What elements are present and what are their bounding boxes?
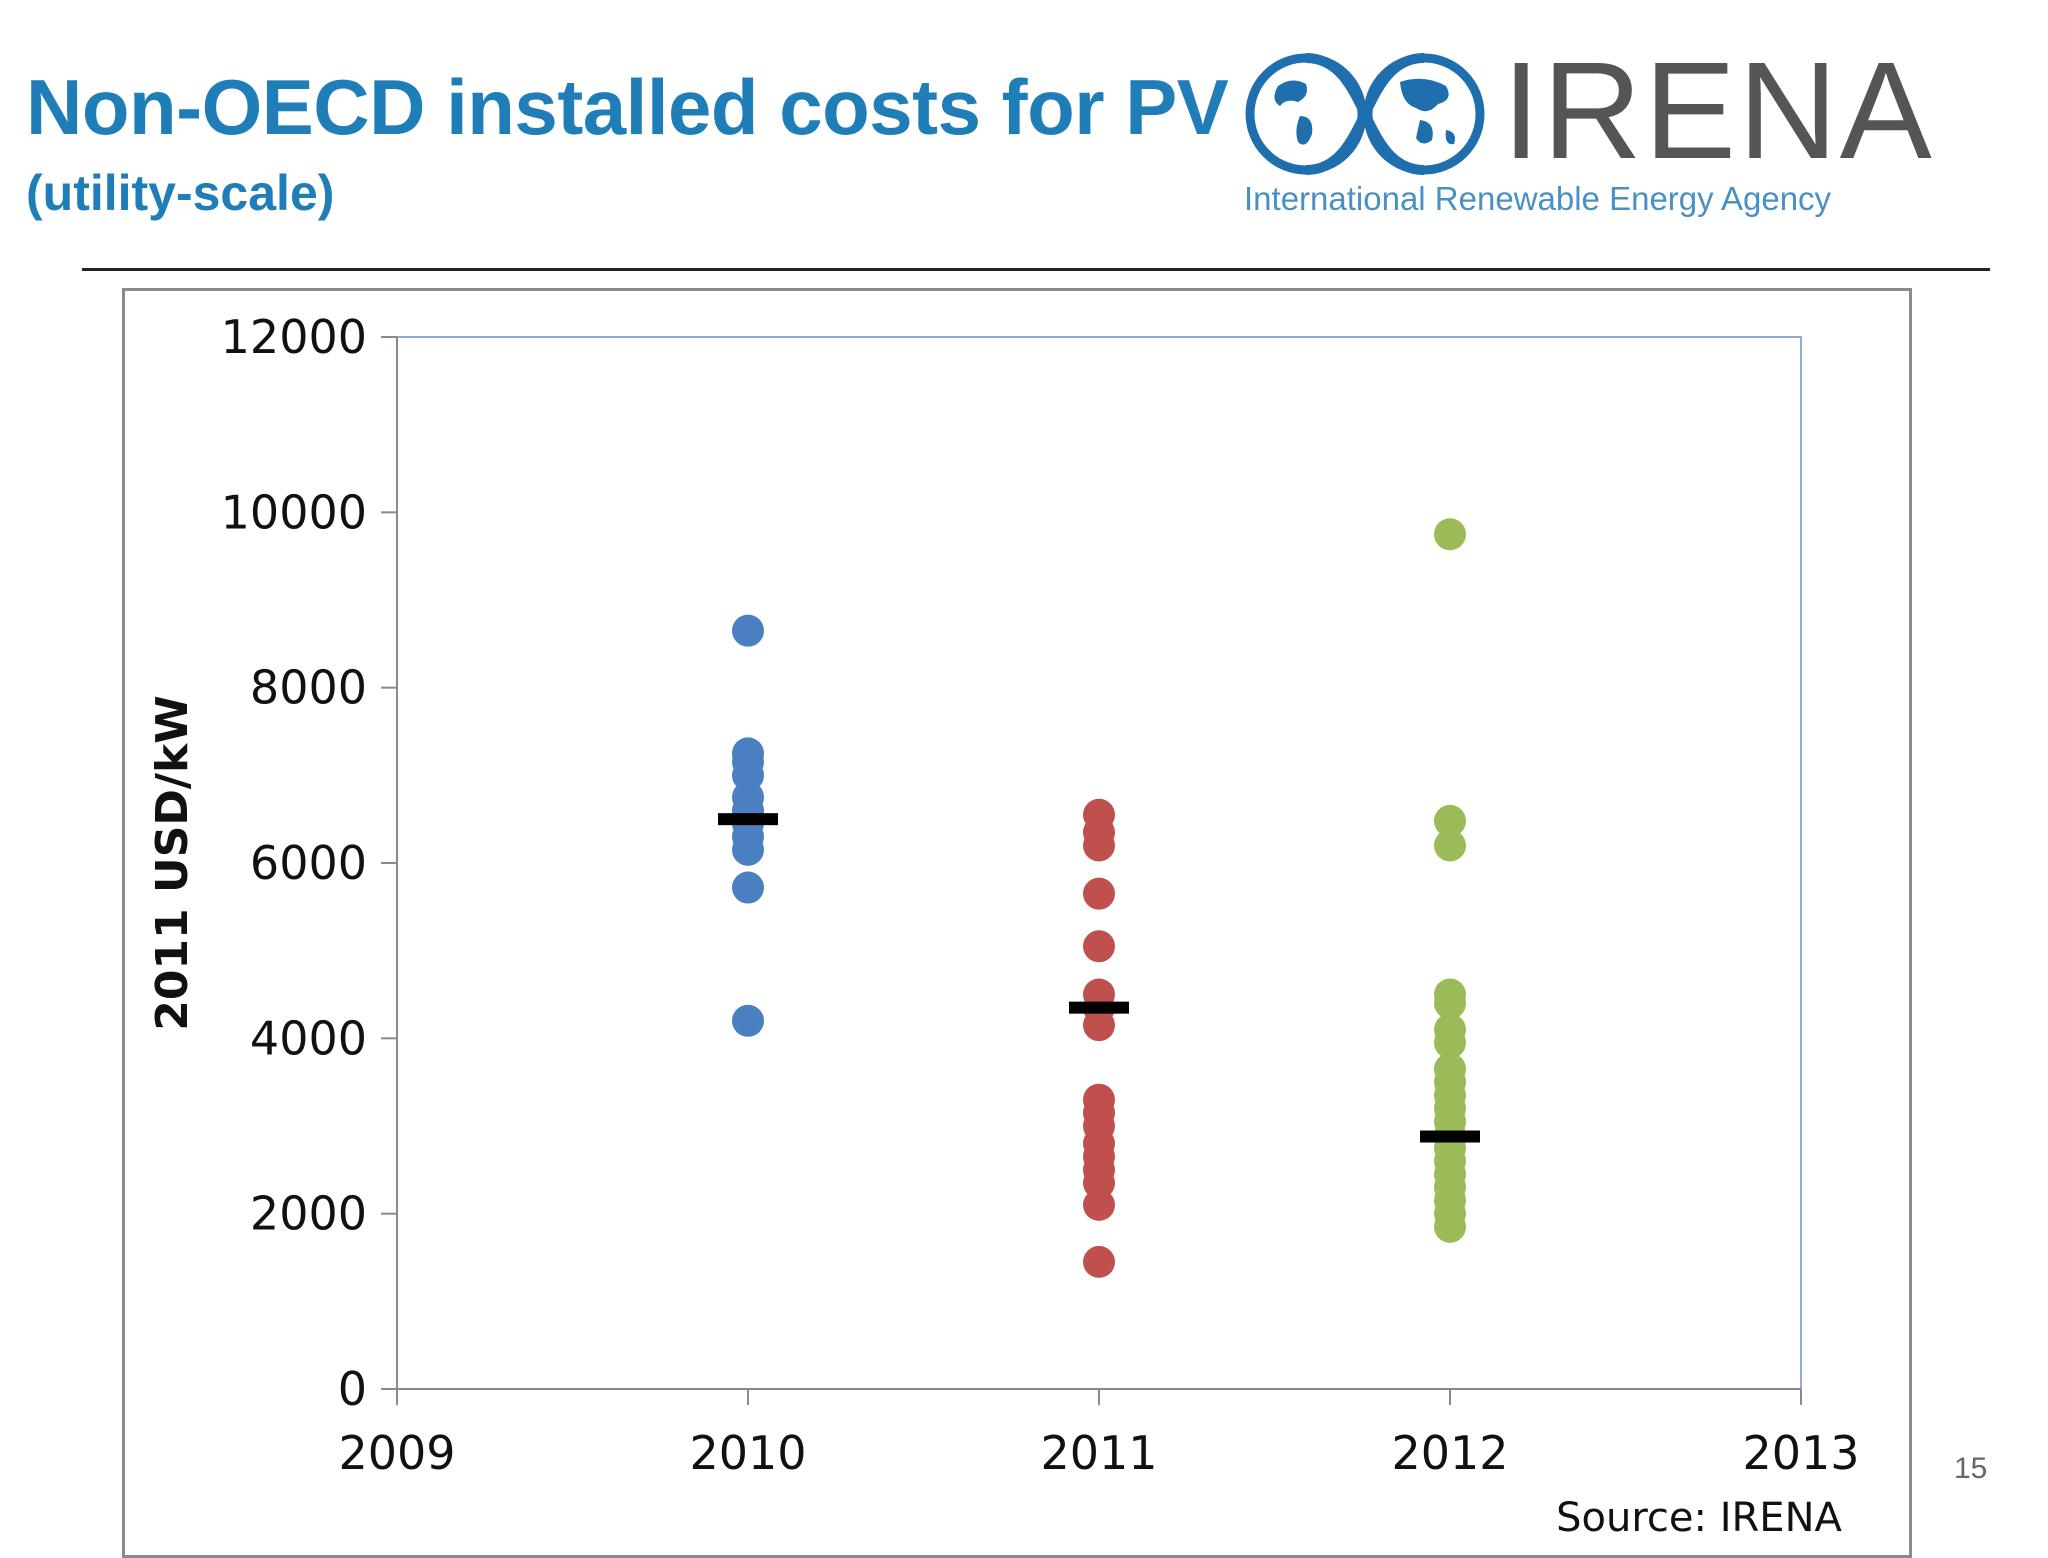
slide-subtitle: (utility-scale) bbox=[26, 165, 335, 221]
page-number: 15 bbox=[1954, 1452, 1988, 1485]
data-point bbox=[1083, 1166, 1115, 1199]
data-point bbox=[1083, 1009, 1115, 1042]
data-point bbox=[732, 614, 764, 647]
y-tick-label: 2000 bbox=[250, 1187, 367, 1241]
data-point bbox=[1434, 829, 1466, 862]
data-point bbox=[732, 759, 764, 792]
data-point bbox=[1083, 829, 1115, 862]
data-point bbox=[1434, 518, 1466, 551]
x-tick-label: 2012 bbox=[1391, 1426, 1508, 1480]
y-tick-label: 8000 bbox=[250, 661, 367, 715]
scatter-chart: 0 2000 4000 6000 8000 10000 12000 2009 2010 2011 2… bbox=[147, 310, 1860, 1541]
data-point bbox=[1434, 804, 1466, 837]
average-marker bbox=[718, 813, 778, 826]
y-tick-label: 4000 bbox=[250, 1011, 367, 1065]
y-axis-title: 2011 USD/kW bbox=[147, 695, 198, 1031]
data-point bbox=[1083, 930, 1115, 963]
data-point bbox=[1434, 1210, 1466, 1243]
x-tick-label: 2010 bbox=[689, 1426, 806, 1480]
average-marker bbox=[1069, 1001, 1129, 1014]
data-point bbox=[732, 1004, 764, 1037]
x-tick-label: 2009 bbox=[338, 1426, 455, 1480]
data-point bbox=[732, 833, 764, 866]
data-point bbox=[1434, 1026, 1466, 1059]
chart-frame: 0 2000 4000 6000 8000 10000 12000 2009 2010 2011 2… bbox=[122, 288, 1912, 1558]
globe-infinity-icon bbox=[1245, 53, 1485, 175]
logo-wordmark: IRENA bbox=[1502, 34, 1934, 188]
x-tick-label: 2011 bbox=[1040, 1426, 1157, 1480]
data-point bbox=[1434, 987, 1466, 1020]
y-tick-label: 6000 bbox=[250, 836, 367, 890]
y-tick-label: 10000 bbox=[221, 485, 367, 539]
data-point bbox=[1083, 1245, 1115, 1278]
irena-logo: IRENA International Renewable Energy Age… bbox=[1240, 40, 1940, 240]
source-note: Source: IRENA bbox=[1556, 1495, 1842, 1541]
plot-area bbox=[396, 336, 1802, 1390]
average-marker bbox=[1420, 1130, 1480, 1143]
x-tick-label: 2013 bbox=[1742, 1426, 1859, 1480]
slide-title: Non-OECD installed costs for PV bbox=[26, 63, 1229, 151]
y-tick-label: 12000 bbox=[221, 310, 367, 364]
y-tick-label: 0 bbox=[338, 1362, 367, 1416]
data-point bbox=[732, 871, 764, 904]
logo-tagline: International Renewable Energy Agency bbox=[1244, 180, 1832, 217]
data-point bbox=[1083, 1188, 1115, 1221]
title-divider bbox=[82, 268, 1990, 271]
data-point bbox=[1083, 877, 1115, 910]
